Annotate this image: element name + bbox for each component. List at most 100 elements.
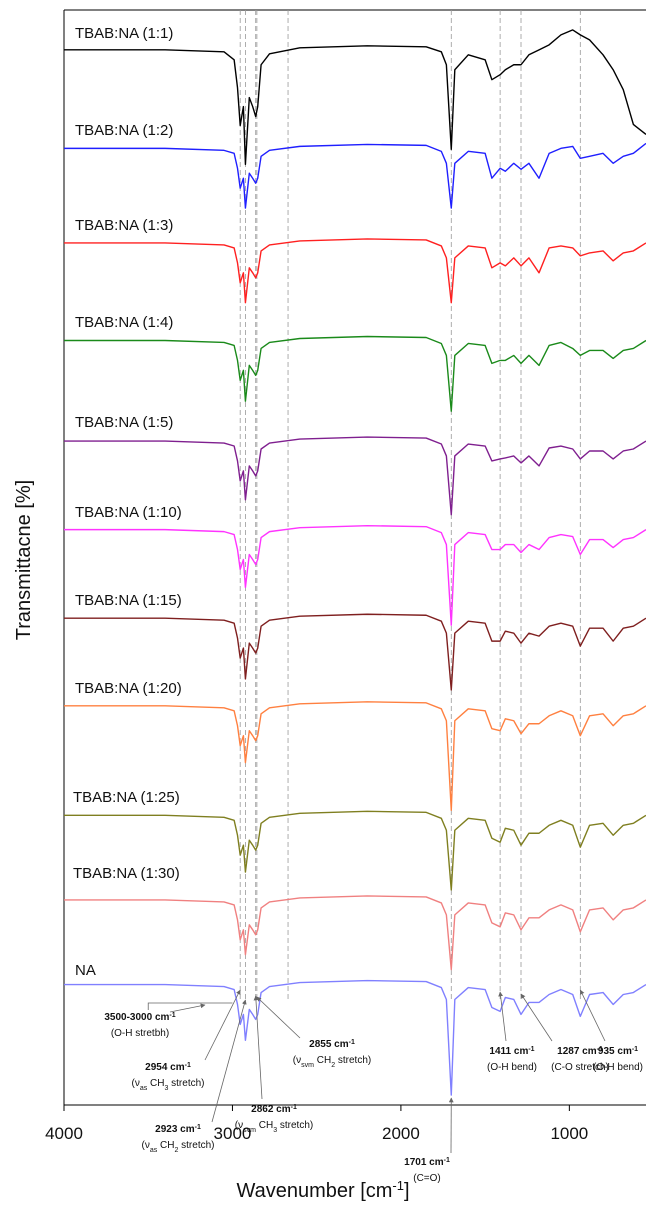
annotation-note: (O-H stretbh) (111, 1028, 169, 1039)
x-tick-label: 2000 (382, 1124, 420, 1143)
annotation-head-sup: -1 (632, 1046, 638, 1053)
annotation-head: 1411 cm-1 (489, 1046, 534, 1058)
annotation-head: 2954 cm-1 (145, 1062, 191, 1074)
series-label: TBAB:NA (1:25) (73, 789, 180, 806)
spectrum-line (64, 436, 646, 516)
annotation-note-part: CH (157, 1140, 174, 1151)
annotation-note-part: stretch) (178, 1140, 214, 1151)
annotation-head: 2923 cm-1 (155, 1124, 201, 1136)
annotation-note-part: (ν (293, 1055, 301, 1066)
annotation-note: (νas CH3 stretch) (131, 1078, 204, 1092)
annotation-note-part: 2 (174, 1147, 178, 1154)
series-label: TBAB:NA (1:3) (75, 217, 173, 234)
x-tick-label: 4000 (45, 1124, 83, 1143)
annotation-arrow (211, 999, 247, 1123)
annotation-note: (O-H bend) (487, 1062, 537, 1073)
annotation-head-sup: -1 (444, 1157, 450, 1164)
y-axis-title: Transmittacne [%] (13, 480, 35, 640)
series-label: TBAB:NA (1:10) (75, 504, 182, 521)
annotation-head-text: 2855 cm (309, 1039, 349, 1050)
annotation-arrow (169, 1003, 206, 1013)
annotation-note-part: as (150, 1147, 158, 1154)
annotation-note-part: stretch) (335, 1055, 371, 1066)
series-label: TBAB:NA (1:2) (75, 122, 173, 139)
annotation-note-part: (O-H stretbh) (111, 1028, 169, 1039)
annotation-head: 3500-3000 cm-1 (104, 1012, 175, 1024)
annotation-head-sup: -1 (185, 1062, 191, 1069)
spectrum-line (64, 335, 646, 412)
annotation-arrow (579, 989, 606, 1042)
annotation-head-text: 1701 cm (404, 1157, 444, 1168)
annotation-note-part: CH (256, 1120, 273, 1131)
annotation-note-part: 3 (273, 1127, 277, 1134)
annotation-note: (C=O) (413, 1173, 441, 1184)
annotation-note-part: svm (301, 1062, 314, 1069)
annotation-note: (O-H bend) (593, 1062, 643, 1073)
annotation-head-text: 1287 cm (557, 1046, 597, 1057)
annotation-note: (νsvm CH2 stretch) (293, 1055, 371, 1069)
spectrum-line (64, 142, 646, 209)
annotation-note: (νas CH2 stretch) (141, 1140, 214, 1154)
annotation-note-part: (ν (141, 1140, 149, 1151)
annotation-note-part: (O-H bend) (593, 1062, 643, 1073)
annotation-note-part: (C=O) (413, 1173, 441, 1184)
annotation-head-sup: -1 (528, 1046, 534, 1053)
annotation-head: 2855 cm-1 (309, 1039, 355, 1051)
series-label: NA (75, 962, 96, 979)
annotation-note: (C-O stretch) (551, 1062, 609, 1073)
series-label: TBAB:NA (1:4) (75, 314, 173, 331)
annotation-note-part: stretch) (277, 1120, 313, 1131)
series-label: TBAB:NA (1:5) (75, 414, 173, 431)
spectrum-line (64, 895, 646, 971)
annotation-note-part: stretch) (168, 1078, 204, 1089)
series-label: TBAB:NA (1:15) (75, 592, 182, 609)
annotation-head-sup: -1 (597, 1046, 603, 1053)
annotation-arrow (253, 995, 263, 1100)
spectrum-line (64, 524, 646, 626)
annotation-arrow (204, 989, 241, 1061)
annotation-head-sup: -1 (349, 1039, 355, 1046)
annotation-note-part: 3 (164, 1085, 168, 1092)
x-axis-title-sup: -1 (392, 1178, 404, 1193)
annotation-head: 1287 cm-1 (557, 1046, 603, 1058)
annotation-note-part: CH (314, 1055, 331, 1066)
annotation-note-part: CH (147, 1078, 164, 1089)
annotation-note-part: (C-O stretch) (551, 1062, 609, 1073)
spectrum-line (64, 238, 646, 304)
annotation-head-sup: -1 (291, 1104, 297, 1111)
annotation-note-part: 2 (331, 1062, 335, 1069)
annotation-head: 2862 cm-1 (251, 1104, 297, 1116)
spectrum-line (64, 613, 646, 691)
annotation-note-part: (ν (131, 1078, 139, 1089)
series-label: TBAB:NA (1:30) (73, 865, 180, 882)
spectrum-line (64, 979, 646, 1096)
x-tick-label: 1000 (550, 1124, 588, 1143)
annotation-head-sup: -1 (195, 1124, 201, 1131)
series-label: TBAB:NA (1:1) (75, 25, 173, 42)
annotation-head-text: 2954 cm (145, 1062, 185, 1073)
spectrum-line (64, 810, 646, 891)
annotation-head: 1701 cm-1 (404, 1157, 450, 1169)
annotation-arrow (256, 996, 301, 1039)
x-axis-title-text: Wavenumber [cm (236, 1180, 392, 1202)
series-label: TBAB:NA (1:20) (75, 680, 182, 697)
annotation-note-part: svm (243, 1127, 256, 1134)
annotation-arrow (520, 993, 553, 1042)
annotation-head-text: 1411 cm (489, 1046, 528, 1057)
annotation-head-text: 2923 cm (155, 1124, 195, 1135)
annotation-note-part: (ν (235, 1120, 243, 1131)
x-axis-title: Wavenumber [cm-1] (236, 1178, 409, 1203)
annotation-bracket (147, 1002, 233, 1010)
annotation-note: (νsvm CH3 stretch) (235, 1120, 313, 1134)
x-tick-label: 3000 (214, 1124, 252, 1143)
spectrum-line (64, 701, 646, 812)
annotation-head-text: 935 cm (598, 1046, 632, 1057)
annotation-head-sup: -1 (169, 1012, 175, 1019)
annotation-head: 935 cm-1 (598, 1046, 638, 1058)
annotation-note-part: (O-H bend) (487, 1062, 537, 1073)
annotation-head-text: 2862 cm (251, 1104, 291, 1115)
annotation-head-text: 3500-3000 cm (104, 1012, 169, 1023)
spectrum-line (64, 29, 646, 165)
annotation-arrow (498, 991, 507, 1042)
